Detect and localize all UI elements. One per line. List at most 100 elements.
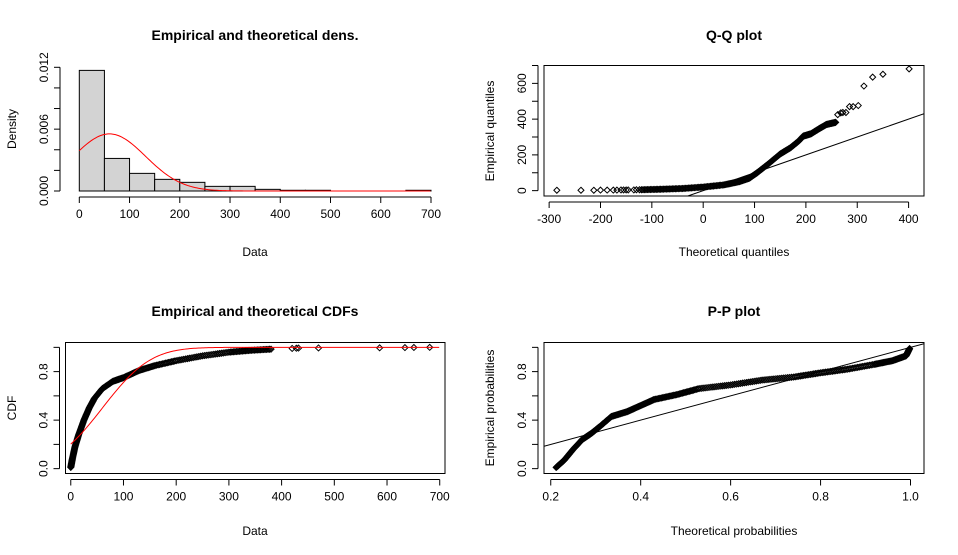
cdf-empirical-point	[200, 351, 209, 360]
cdf-empirical-point	[202, 351, 211, 360]
cdf-empirical-point	[264, 345, 272, 354]
density-y-tick-label: 0.012	[37, 52, 51, 82]
qq-panel: Q-Q plot Theoretical quantiles Empirical…	[483, 27, 925, 259]
density-x-tick-label: 600	[371, 207, 391, 221]
pp-x-tick-label: 0.4	[632, 490, 649, 504]
qq-x-tick-label: 200	[796, 212, 816, 226]
cdf-empirical-point	[196, 352, 205, 360]
histogram-bar	[229, 185, 256, 192]
cdf-empirical-points	[67, 343, 434, 472]
cdf-y-tick-label: 0.8	[37, 363, 51, 380]
qq-point	[860, 82, 868, 90]
pp-reference-line	[544, 343, 924, 447]
cdf-empirical-point	[217, 349, 226, 357]
qq-point	[622, 186, 630, 194]
cdf-theoretical-group	[70, 346, 440, 445]
cdf-x-tick-label: 400	[272, 490, 292, 504]
qq-x-tick-label: 0	[700, 212, 707, 226]
qq-point	[632, 186, 641, 194]
qq-point	[854, 101, 862, 110]
density-x-tick-label: 500	[320, 207, 340, 221]
cdf-empirical-point	[401, 343, 409, 352]
cdf-x-tick-label: 200	[166, 490, 186, 504]
qq-point	[905, 65, 913, 73]
qq-x-tick-label: -200	[588, 212, 612, 226]
cdf-empirical-point	[375, 344, 384, 352]
density-y-tick-label: 0.000	[37, 176, 51, 206]
cdf-x-axis: 0 100 200 300 400 500 600 700	[67, 479, 450, 504]
density-x-tick-label: 100	[120, 207, 140, 221]
qq-x-axis: -300 -200 -100 0 100 200 300 400	[537, 201, 919, 226]
cdf-x-tick-label: 500	[324, 490, 344, 504]
pp-points	[552, 344, 914, 472]
pp-title: P-P plot	[708, 303, 761, 319]
density-x-tick-label: 0	[76, 207, 83, 221]
qq-title: Q-Q plot	[706, 27, 762, 43]
qq-point	[868, 73, 877, 81]
pp-x-tick-label: 0.8	[812, 490, 829, 504]
density-ylabel: Density	[5, 109, 19, 149]
cdf-empirical-point	[314, 344, 323, 352]
qq-point	[879, 70, 887, 78]
cdf-ylabel: CDF	[5, 396, 19, 421]
cdf-x-tick-label: 300	[219, 490, 239, 504]
qq-point	[834, 110, 842, 119]
histogram-bars	[78, 69, 432, 192]
histogram-bar	[78, 69, 105, 192]
density-y-tick-label: 0.006	[37, 114, 51, 144]
density-x-axis: 0 100 200 300 400 500 600 700	[76, 196, 441, 221]
qq-x-tick-label: -300	[537, 212, 561, 226]
histogram-bar	[129, 172, 156, 192]
qq-point	[624, 186, 632, 194]
cdf-y-tick-label: 0.0	[37, 460, 51, 477]
theoretical-cdf-curve	[70, 346, 440, 445]
pp-x-tick-label: 0.6	[722, 490, 739, 504]
pp-x-axis: 0.2 0.4 0.6 0.8 1.0	[542, 479, 919, 504]
pp-xlabel: Theoretical probabilities	[671, 524, 798, 538]
pp-plot-box	[543, 342, 925, 474]
cdf-x-tick-label: 600	[377, 490, 397, 504]
pp-y-tick-label: 0.4	[515, 411, 529, 428]
qq-ylabel: Empirical quantiles	[483, 81, 497, 182]
qq-point	[596, 186, 605, 194]
pp-y-tick-label: 0.8	[515, 363, 529, 380]
density-y-axis: 0.000 0.006 0.012	[37, 52, 61, 206]
cdf-empirical-point	[219, 349, 227, 357]
cdf-title: Empirical and theoretical CDFs	[152, 303, 359, 319]
qq-point	[630, 186, 638, 194]
qq-points	[553, 65, 913, 194]
qq-point	[831, 118, 840, 127]
qq-x-tick-label: -100	[640, 212, 664, 226]
pp-x-tick-label: 1.0	[902, 490, 919, 504]
cdf-empirical-point	[204, 351, 212, 359]
qq-point	[842, 108, 850, 117]
qq-x-tick-label: 400	[899, 212, 919, 226]
qq-point	[590, 186, 598, 194]
qq-point	[577, 186, 585, 194]
cdf-plot-box	[65, 342, 446, 474]
density-curve-group	[78, 133, 431, 192]
qq-y-tick-label: 200	[515, 145, 529, 165]
cdf-empirical-point	[215, 349, 224, 358]
qq-point	[839, 108, 847, 117]
histogram-bar	[103, 157, 131, 192]
qq-y-axis: 0 200 400 600	[515, 65, 539, 194]
cdf-y-tick-label: 0.4	[37, 411, 51, 428]
cdf-y-axis: 0.0 0.4 0.8	[37, 346, 60, 477]
density-title: Empirical and theoretical dens.	[152, 27, 359, 43]
cdf-empirical-point	[265, 345, 274, 353]
cdf-x-tick-label: 100	[113, 490, 133, 504]
cdf-panel: Empirical and theoretical CDFs Data CDF …	[5, 303, 450, 538]
density-x-tick-label: 700	[421, 207, 441, 221]
density-x-tick-label: 400	[270, 207, 290, 221]
qq-x-tick-label: 300	[847, 212, 867, 226]
cdf-xlabel: Data	[242, 524, 268, 538]
qq-y-tick-label: 400	[515, 109, 529, 129]
qq-y-tick-label: 0	[515, 187, 529, 194]
cdf-empirical-point	[210, 350, 218, 358]
density-panel: Empirical and theoretical dens. Data Den…	[5, 27, 441, 259]
cdf-empirical-point	[208, 350, 216, 359]
density-x-tick-label: 200	[170, 207, 190, 221]
cdf-empirical-point	[213, 350, 222, 358]
qq-plot-box	[543, 65, 925, 197]
